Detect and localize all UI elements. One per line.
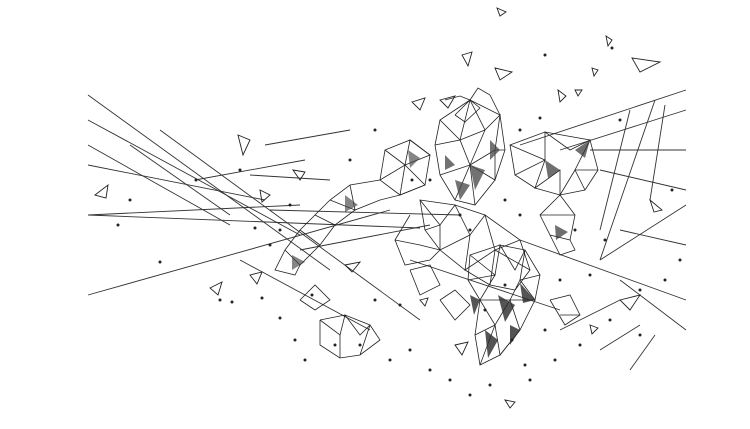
arm-front-shading bbox=[470, 283, 535, 358]
scattered-nodes bbox=[116, 46, 682, 397]
floating-triangles bbox=[94, 7, 663, 409]
streak-lines bbox=[87, 89, 687, 371]
head-shading bbox=[445, 140, 500, 200]
arm-left-shading bbox=[292, 150, 420, 270]
lower-fragments bbox=[299, 264, 581, 359]
arm-back-shading bbox=[545, 140, 590, 240]
